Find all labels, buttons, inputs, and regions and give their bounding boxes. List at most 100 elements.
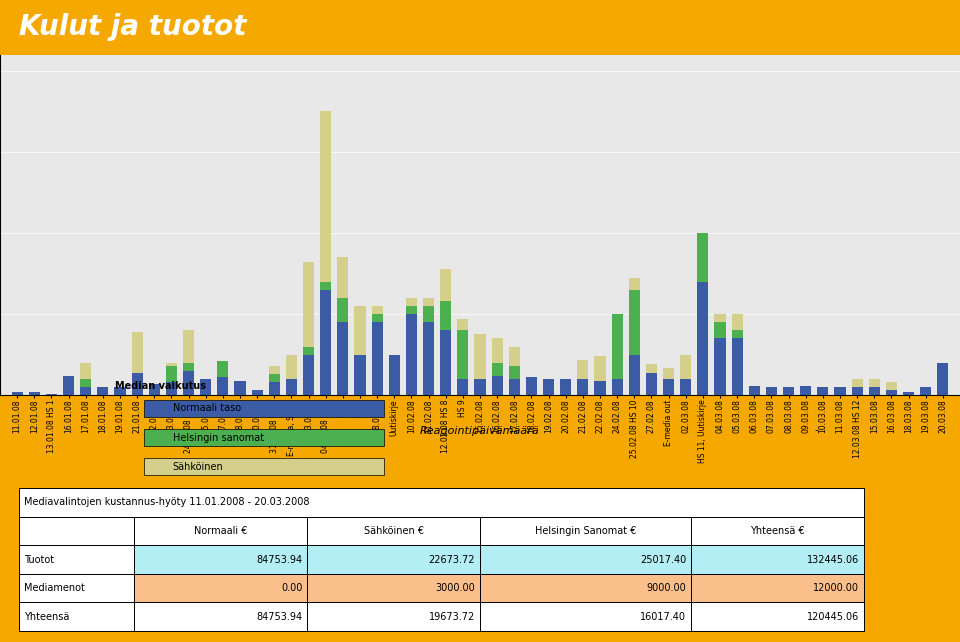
- FancyBboxPatch shape: [307, 517, 480, 545]
- Bar: [509, 366, 520, 379]
- Bar: [372, 322, 383, 395]
- Bar: [183, 331, 194, 363]
- FancyBboxPatch shape: [19, 602, 134, 631]
- Bar: [389, 355, 400, 395]
- Bar: [29, 392, 40, 395]
- Bar: [594, 356, 606, 381]
- Bar: [817, 387, 828, 395]
- Bar: [423, 298, 434, 306]
- Bar: [474, 334, 486, 379]
- Text: Yhteensä: Yhteensä: [24, 612, 69, 621]
- Text: Normaali taso: Normaali taso: [173, 403, 241, 413]
- Bar: [492, 363, 503, 376]
- FancyBboxPatch shape: [691, 517, 864, 545]
- Bar: [149, 384, 160, 395]
- Text: 0.00: 0.00: [281, 583, 302, 593]
- Bar: [594, 381, 606, 395]
- FancyBboxPatch shape: [480, 545, 691, 574]
- Bar: [440, 269, 451, 301]
- Text: Tuotot: Tuotot: [24, 555, 54, 564]
- Text: Yhteensä €: Yhteensä €: [751, 526, 804, 536]
- FancyBboxPatch shape: [691, 602, 864, 631]
- FancyBboxPatch shape: [19, 574, 134, 602]
- Bar: [869, 379, 880, 387]
- Bar: [612, 379, 623, 395]
- Bar: [714, 322, 726, 338]
- Bar: [183, 371, 194, 395]
- Text: Sähköinen: Sähköinen: [173, 462, 224, 472]
- Bar: [269, 382, 280, 395]
- Bar: [46, 394, 57, 395]
- Bar: [337, 322, 348, 395]
- FancyBboxPatch shape: [691, 545, 864, 574]
- Bar: [303, 355, 314, 395]
- Bar: [629, 355, 640, 395]
- Bar: [629, 279, 640, 290]
- Bar: [646, 372, 657, 395]
- Bar: [406, 314, 417, 395]
- Bar: [577, 379, 588, 395]
- Bar: [97, 387, 108, 395]
- Bar: [252, 390, 263, 395]
- Text: Normaali €: Normaali €: [194, 526, 248, 536]
- Bar: [869, 387, 880, 395]
- Bar: [406, 306, 417, 314]
- Text: 132445.06: 132445.06: [807, 555, 859, 564]
- Bar: [457, 319, 468, 331]
- FancyBboxPatch shape: [19, 545, 134, 574]
- Text: 84753.94: 84753.94: [256, 612, 302, 621]
- Bar: [337, 298, 348, 322]
- Bar: [63, 376, 74, 395]
- Text: Kulut ja tuotot: Kulut ja tuotot: [19, 13, 247, 41]
- Bar: [132, 332, 143, 372]
- Text: Mediavalintojen kustannus-hyöty 11.01.2008 - 20.03.2008: Mediavalintojen kustannus-hyöty 11.01.20…: [24, 498, 309, 507]
- FancyBboxPatch shape: [480, 602, 691, 631]
- Bar: [749, 386, 760, 395]
- Text: 120445.06: 120445.06: [807, 612, 859, 621]
- Bar: [714, 338, 726, 395]
- Text: Helsingin sanomat: Helsingin sanomat: [173, 433, 264, 442]
- Bar: [680, 379, 691, 395]
- FancyBboxPatch shape: [307, 602, 480, 631]
- Bar: [423, 322, 434, 395]
- Bar: [800, 386, 811, 395]
- Bar: [852, 387, 863, 395]
- FancyBboxPatch shape: [307, 545, 480, 574]
- Bar: [166, 382, 177, 395]
- Bar: [320, 290, 331, 395]
- Text: Helsingin Sanomat €: Helsingin Sanomat €: [535, 526, 636, 536]
- Bar: [509, 379, 520, 395]
- Bar: [217, 377, 228, 395]
- Bar: [457, 331, 468, 379]
- Bar: [886, 390, 897, 395]
- Bar: [732, 338, 743, 395]
- Bar: [852, 379, 863, 387]
- Bar: [663, 379, 674, 395]
- Bar: [697, 282, 708, 395]
- Bar: [183, 363, 194, 371]
- Bar: [732, 331, 743, 338]
- FancyBboxPatch shape: [691, 574, 864, 602]
- Bar: [629, 290, 640, 355]
- FancyBboxPatch shape: [134, 545, 307, 574]
- Bar: [714, 314, 726, 322]
- Bar: [80, 363, 91, 379]
- FancyBboxPatch shape: [307, 574, 480, 602]
- Bar: [372, 314, 383, 322]
- FancyBboxPatch shape: [134, 602, 307, 631]
- Bar: [526, 377, 537, 395]
- Bar: [440, 301, 451, 331]
- Bar: [612, 314, 623, 379]
- Text: -: -: [814, 426, 818, 435]
- FancyBboxPatch shape: [19, 517, 134, 545]
- Bar: [492, 376, 503, 395]
- Bar: [440, 331, 451, 395]
- Bar: [12, 392, 23, 395]
- Bar: [406, 298, 417, 306]
- Bar: [732, 314, 743, 331]
- Bar: [269, 366, 280, 374]
- Bar: [886, 382, 897, 390]
- FancyBboxPatch shape: [19, 488, 864, 517]
- FancyBboxPatch shape: [480, 517, 691, 545]
- FancyBboxPatch shape: [134, 517, 307, 545]
